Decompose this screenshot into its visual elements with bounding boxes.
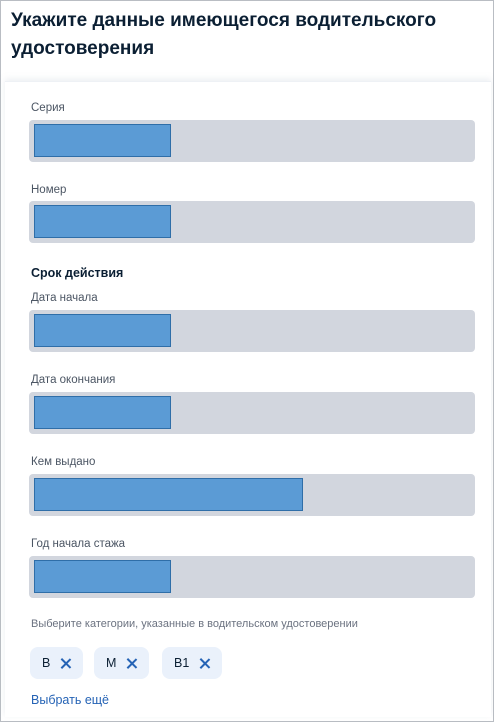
end-date-field[interactable] bbox=[29, 392, 475, 434]
experience-year-field[interactable] bbox=[29, 556, 475, 598]
end-date-value-redacted bbox=[34, 396, 171, 429]
number-value-redacted bbox=[34, 205, 171, 238]
category-chip-b1: B1 bbox=[162, 647, 223, 679]
close-icon[interactable] bbox=[126, 658, 137, 669]
start-date-value-redacted bbox=[34, 314, 171, 347]
close-icon[interactable] bbox=[60, 658, 71, 669]
series-field[interactable] bbox=[29, 120, 475, 162]
validity-section-title: Срок действия bbox=[31, 266, 124, 280]
category-chip-label: B bbox=[42, 656, 51, 670]
issued-by-value-redacted bbox=[34, 478, 303, 511]
end-date-label: Дата окончания bbox=[31, 374, 116, 386]
category-chip-b: B bbox=[30, 647, 84, 679]
experience-year-value-redacted bbox=[34, 560, 171, 593]
start-date-field[interactable] bbox=[29, 310, 475, 352]
select-more-link[interactable]: Выбрать ещё bbox=[31, 693, 110, 707]
page-title: Укажите данные имеющегося водительского … bbox=[11, 10, 437, 59]
series-value-redacted bbox=[34, 124, 171, 157]
number-field[interactable] bbox=[29, 201, 475, 243]
categories-hint: Выберите категории, указанные в водитель… bbox=[31, 618, 358, 630]
start-date-label: Дата начала bbox=[31, 292, 98, 304]
experience-year-label: Год начала стажа bbox=[31, 538, 126, 550]
number-label: Номер bbox=[31, 184, 67, 196]
issued-by-field[interactable] bbox=[29, 474, 475, 516]
series-label: Серия bbox=[31, 102, 65, 114]
category-chip-m: M bbox=[94, 647, 150, 679]
category-chip-label: M bbox=[106, 656, 117, 670]
close-icon[interactable] bbox=[199, 658, 210, 669]
category-chip-label: B1 bbox=[174, 656, 190, 670]
issued-by-label: Кем выдано bbox=[31, 456, 96, 468]
